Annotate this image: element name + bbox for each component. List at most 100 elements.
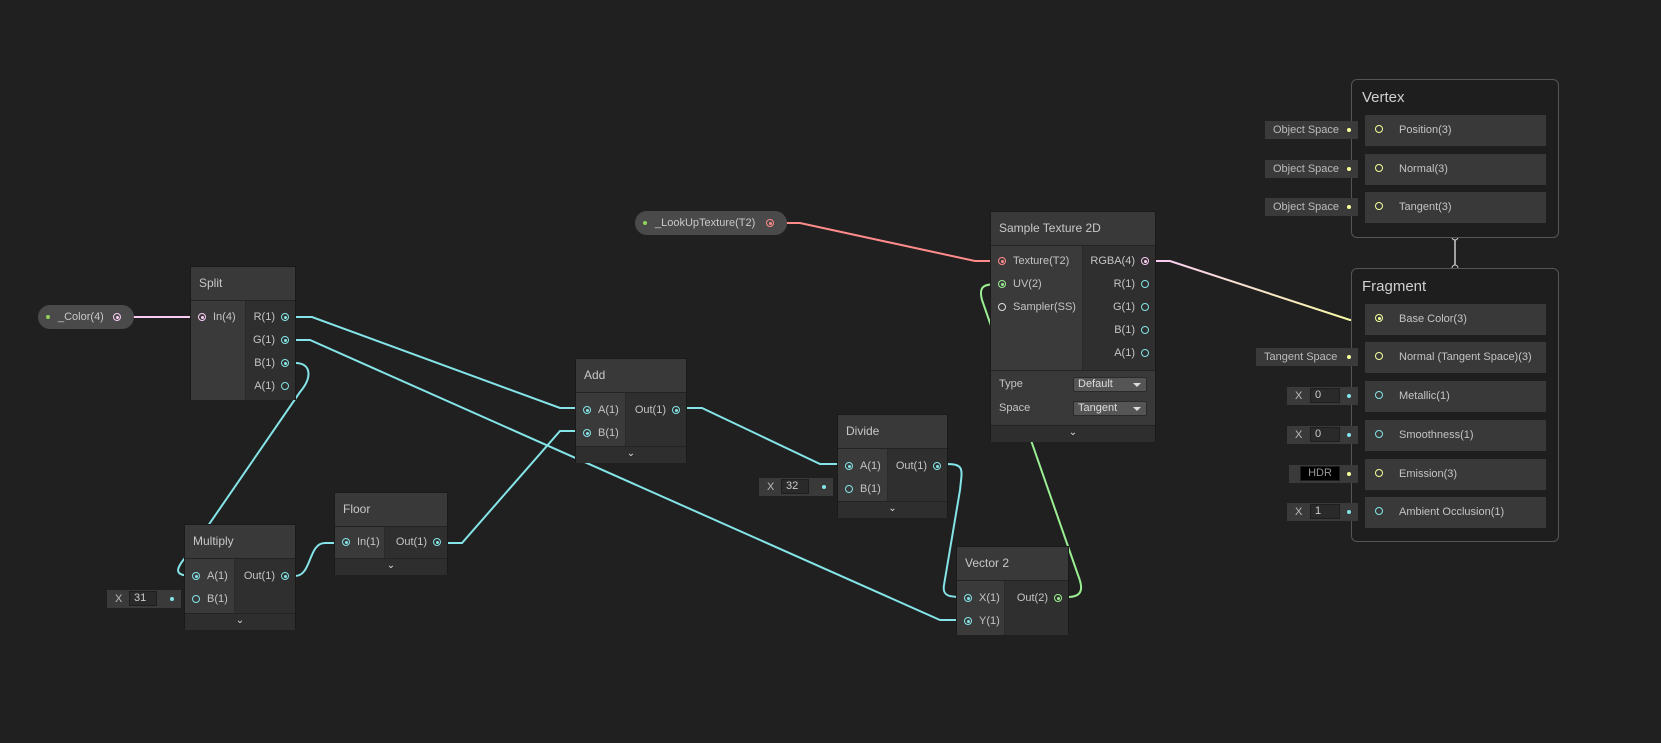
port-icon[interactable] <box>1375 202 1383 210</box>
port-icon[interactable] <box>1375 430 1383 438</box>
port-icon[interactable] <box>1141 257 1149 265</box>
output-port-icon[interactable] <box>766 219 774 227</box>
output-port-rgba[interactable]: RGBA(4) <box>1083 250 1155 273</box>
block-emission[interactable]: Emission(3) <box>1365 459 1546 490</box>
emission-input[interactable]: HDR <box>1289 465 1358 483</box>
port-icon[interactable] <box>342 538 350 546</box>
input-port-b[interactable]: B(1) <box>185 588 234 611</box>
input-port-x[interactable]: X(1) <box>957 587 1004 610</box>
input-port-in[interactable]: In(4) <box>191 306 245 329</box>
vector2-node[interactable]: Vector 2 X(1) Y(1) Out(2) <box>956 546 1069 635</box>
port-icon[interactable] <box>845 485 853 493</box>
position-space-input[interactable]: Object Space <box>1265 121 1358 139</box>
chevron-down-icon[interactable]: ⌄ <box>838 501 947 518</box>
multiply-b-inline-input[interactable]: X 31 <box>107 590 181 608</box>
chevron-down-icon[interactable]: ⌄ <box>991 425 1155 442</box>
input-port-a[interactable]: A(1) <box>576 399 625 422</box>
type-dropdown[interactable]: Default <box>1073 377 1147 392</box>
add-node[interactable]: Add A(1) B(1) Out(1) ⌄ <box>575 358 687 463</box>
port-icon[interactable] <box>1375 352 1383 360</box>
input-port-y[interactable]: Y(1) <box>957 610 1004 633</box>
output-port-b[interactable]: B(1) <box>1083 319 1155 342</box>
split-node[interactable]: Split In(4) R(1) G(1) B(1) A(1) <box>190 266 296 400</box>
divide-b-inline-input[interactable]: X 32 <box>759 478 833 496</box>
input-port-texture[interactable]: Texture(T2) <box>991 250 1082 273</box>
multiply-b-value-field[interactable]: 31 <box>129 591 157 606</box>
port-icon[interactable] <box>1141 280 1149 288</box>
lookup-texture-property-node[interactable]: _LookUpTexture(T2) <box>635 211 787 235</box>
block-ambient-occlusion[interactable]: Ambient Occlusion(1) <box>1365 497 1546 528</box>
output-port-out[interactable]: Out(1) <box>385 531 447 554</box>
port-icon[interactable] <box>933 462 941 470</box>
chevron-down-icon[interactable]: ⌄ <box>335 558 447 575</box>
input-port-b[interactable]: B(1) <box>576 422 625 445</box>
port-icon[interactable] <box>198 313 206 321</box>
port-icon[interactable] <box>192 595 200 603</box>
chevron-down-icon[interactable]: ⌄ <box>185 613 295 630</box>
port-icon[interactable] <box>1141 303 1149 311</box>
port-icon[interactable] <box>672 406 680 414</box>
port-icon[interactable] <box>433 538 441 546</box>
multiply-node[interactable]: Multiply A(1) B(1) Out(1) ⌄ <box>184 524 296 630</box>
port-icon[interactable] <box>1141 349 1149 357</box>
output-port-out[interactable]: Out(1) <box>888 455 947 478</box>
port-icon[interactable] <box>1141 326 1149 334</box>
sample-texture-2d-node[interactable]: Sample Texture 2D Texture(T2) UV(2) Samp… <box>990 211 1156 442</box>
emission-hdr-color-field[interactable]: HDR <box>1300 466 1340 481</box>
input-port-b[interactable]: B(1) <box>838 478 887 501</box>
space-dropdown[interactable]: Tangent <box>1073 401 1147 416</box>
floor-node[interactable]: Floor In(1) Out(1) ⌄ <box>334 492 448 575</box>
output-port-g[interactable]: G(1) <box>246 329 295 352</box>
port-icon[interactable] <box>281 359 289 367</box>
port-icon[interactable] <box>281 336 289 344</box>
port-icon[interactable] <box>281 313 289 321</box>
port-icon[interactable] <box>1054 594 1062 602</box>
ambient-occlusion-value-field[interactable]: 1 <box>1310 504 1340 519</box>
block-smoothness[interactable]: Smoothness(1) <box>1365 420 1546 451</box>
chevron-down-icon[interactable]: ⌄ <box>576 446 686 463</box>
port-icon[interactable] <box>845 462 853 470</box>
port-icon[interactable] <box>1375 125 1383 133</box>
port-icon[interactable] <box>192 572 200 580</box>
port-icon[interactable] <box>964 594 972 602</box>
port-icon[interactable] <box>281 572 289 580</box>
port-icon[interactable] <box>1375 507 1383 515</box>
port-icon[interactable] <box>1375 164 1383 172</box>
block-position[interactable]: Position(3) <box>1365 115 1546 146</box>
output-port-out[interactable]: Out(1) <box>626 399 686 422</box>
divide-node[interactable]: Divide A(1) B(1) Out(1) ⌄ <box>837 414 948 518</box>
port-icon[interactable] <box>1375 469 1383 477</box>
port-icon[interactable] <box>998 257 1006 265</box>
block-normal[interactable]: Normal(3) <box>1365 154 1546 185</box>
port-icon[interactable] <box>998 280 1006 288</box>
block-metallic[interactable]: Metallic(1) <box>1365 381 1546 412</box>
output-port-out[interactable]: Out(2) <box>1005 587 1068 610</box>
normal-space-input[interactable]: Object Space <box>1265 160 1358 178</box>
block-normal-tangent[interactable]: Normal (Tangent Space)(3) <box>1365 342 1546 373</box>
output-port-r[interactable]: R(1) <box>1083 273 1155 296</box>
input-port-sampler[interactable]: Sampler(SS) <box>991 296 1082 319</box>
normal-space-input[interactable]: Tangent Space <box>1256 348 1358 366</box>
output-port-b[interactable]: B(1) <box>246 352 295 375</box>
output-port-a[interactable]: A(1) <box>246 375 295 398</box>
input-port-in[interactable]: In(1) <box>335 531 384 554</box>
metallic-value-field[interactable]: 0 <box>1310 388 1340 403</box>
tangent-space-input[interactable]: Object Space <box>1265 198 1358 216</box>
output-port-g[interactable]: G(1) <box>1083 296 1155 319</box>
smoothness-value-field[interactable]: 0 <box>1310 427 1340 442</box>
divide-b-value-field[interactable]: 32 <box>781 479 809 494</box>
output-port-out[interactable]: Out(1) <box>235 565 295 588</box>
block-base-color[interactable]: Base Color(3) <box>1365 304 1546 335</box>
port-icon[interactable] <box>1375 391 1383 399</box>
output-port-r[interactable]: R(1) <box>246 306 295 329</box>
port-icon[interactable] <box>1375 314 1383 322</box>
block-tangent[interactable]: Tangent(3) <box>1365 192 1546 223</box>
input-port-a[interactable]: A(1) <box>185 565 234 588</box>
input-port-a[interactable]: A(1) <box>838 455 887 478</box>
port-icon[interactable] <box>281 382 289 390</box>
output-port-a[interactable]: A(1) <box>1083 342 1155 365</box>
color-property-node[interactable]: _Color(4) <box>38 305 134 329</box>
